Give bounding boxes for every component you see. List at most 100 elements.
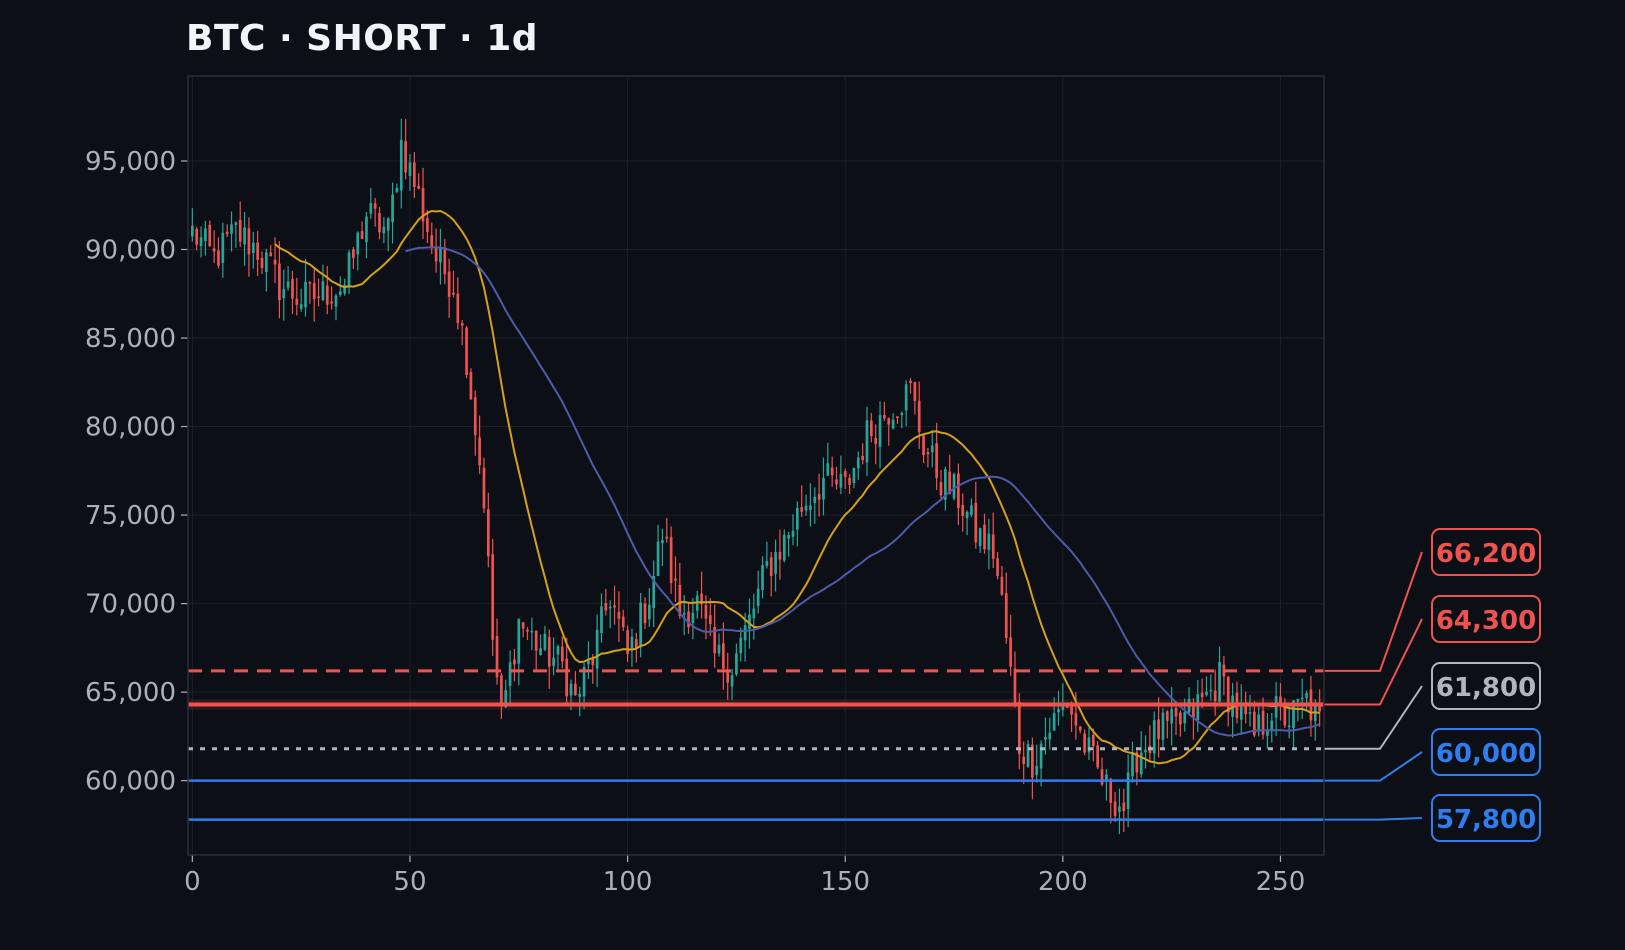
candle	[1270, 712, 1274, 743]
candle	[917, 381, 921, 449]
candle	[643, 597, 647, 630]
candle	[264, 248, 268, 292]
candle	[204, 220, 207, 256]
candle	[739, 627, 743, 662]
candle	[217, 237, 220, 269]
candle	[195, 226, 199, 251]
candle	[412, 152, 416, 198]
candle	[299, 288, 303, 312]
candle	[896, 416, 899, 424]
candle	[983, 513, 986, 554]
candle	[900, 411, 904, 429]
candle	[1209, 674, 1213, 701]
candle	[1213, 669, 1217, 716]
candle	[952, 472, 956, 501]
candle	[595, 614, 599, 687]
candle	[452, 270, 455, 298]
candle	[804, 494, 808, 516]
candle	[1318, 689, 1321, 727]
candle	[356, 231, 360, 271]
candle	[1279, 683, 1282, 721]
candle	[421, 167, 425, 239]
candle	[991, 512, 995, 568]
candle	[1078, 726, 1082, 734]
candle	[621, 609, 625, 631]
candle	[552, 637, 555, 676]
candle	[243, 212, 246, 266]
candle	[926, 448, 930, 468]
candle	[469, 368, 473, 400]
candle	[713, 604, 717, 668]
candle	[1026, 740, 1030, 768]
y-tick-label: 90,000	[85, 236, 176, 266]
candle	[974, 481, 978, 549]
candle	[782, 529, 786, 563]
candle	[852, 467, 856, 489]
candle	[260, 251, 264, 274]
candle	[1061, 683, 1065, 717]
candle	[460, 320, 464, 345]
candle	[391, 182, 394, 244]
level-label-text: 66,200	[1436, 539, 1536, 569]
candle	[230, 211, 233, 252]
candle	[321, 264, 325, 302]
candle	[1105, 769, 1108, 801]
candle	[600, 593, 603, 643]
candle	[495, 618, 499, 685]
y-tick-label: 70,000	[85, 590, 176, 620]
candle	[256, 231, 259, 277]
candle	[238, 201, 242, 248]
candle	[443, 238, 447, 285]
candle	[543, 625, 547, 652]
level-label-text: 61,800	[1436, 673, 1536, 703]
candle	[1009, 614, 1012, 676]
candle-layer	[191, 118, 1321, 835]
candle	[730, 668, 734, 700]
candle	[547, 629, 551, 690]
level-leader-line	[1324, 817, 1423, 821]
candle	[325, 266, 329, 315]
candle	[434, 228, 438, 273]
candle	[534, 630, 538, 670]
level-label: 66,200	[1431, 528, 1541, 576]
candle	[883, 401, 886, 421]
candle	[765, 541, 769, 569]
candle	[722, 622, 725, 690]
candle	[761, 556, 764, 599]
level-leader-line	[1324, 618, 1423, 706]
candle	[1148, 725, 1152, 761]
candle	[987, 518, 991, 570]
candle	[1013, 651, 1017, 708]
price-level-layer: 66,200 64,300 61,800 60,000 57,800	[188, 528, 1541, 842]
candle	[1205, 676, 1208, 697]
y-tick-label: 80,000	[85, 413, 176, 443]
level-leader-line	[1324, 551, 1423, 672]
candle	[1144, 735, 1147, 769]
candle	[378, 206, 381, 240]
candle	[530, 617, 534, 650]
candle	[1083, 729, 1086, 756]
candle	[408, 154, 412, 191]
candle	[874, 424, 878, 465]
candle	[939, 469, 943, 499]
candle	[1109, 777, 1113, 824]
moving-average-layer	[274, 209, 1320, 765]
candle	[234, 221, 238, 248]
level-label-text: 64,300	[1436, 606, 1536, 636]
level-leader-line	[1324, 685, 1423, 750]
candle	[822, 457, 825, 516]
candle	[369, 188, 373, 219]
candle	[695, 590, 699, 619]
candle	[1004, 572, 1008, 644]
candle	[1257, 706, 1261, 737]
candle	[191, 208, 194, 242]
candle	[382, 217, 386, 244]
candle	[278, 241, 281, 319]
candle	[560, 636, 564, 669]
candle	[430, 222, 434, 255]
candle	[891, 413, 895, 430]
x-tick-label: 200	[1038, 867, 1088, 897]
candle	[787, 531, 790, 557]
candle	[247, 217, 251, 277]
